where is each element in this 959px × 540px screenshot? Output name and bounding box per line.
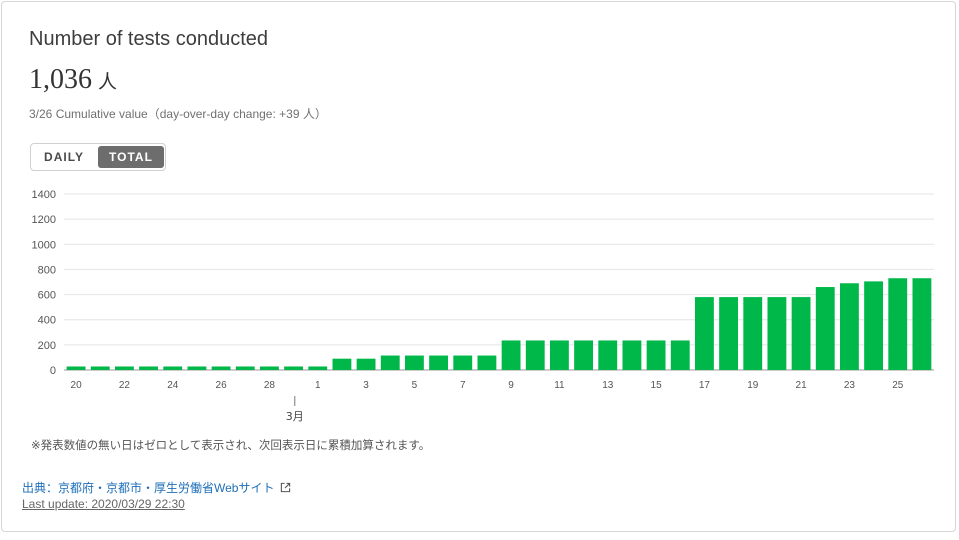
x-tick-label: 1 <box>315 380 321 391</box>
bar[interactable] <box>791 297 811 370</box>
x-tick-label: 11 <box>554 380 565 391</box>
bar[interactable] <box>211 366 231 370</box>
total-toggle-button[interactable]: TOTAL <box>98 146 164 168</box>
bar[interactable] <box>429 355 449 370</box>
bar[interactable] <box>525 340 545 370</box>
source-link-text[interactable]: 出典：京都府・京都市・厚生労働省Webサイト <box>22 481 275 495</box>
y-tick-label: 800 <box>38 264 56 276</box>
y-axis: 0 200 400 600 800 1000 1200 1400 <box>32 189 56 377</box>
x-tick-label: 9 <box>508 380 514 391</box>
bar[interactable] <box>284 366 304 370</box>
chart-card: Number of tests conducted 1,036 人 3/26 Cu… <box>1 1 956 532</box>
bar[interactable] <box>815 287 835 370</box>
cumulative-value: 1,036 人 <box>29 64 117 96</box>
daily-total-toggle: DAILY TOTAL <box>30 143 166 171</box>
bar[interactable] <box>453 355 473 370</box>
bar[interactable] <box>308 366 328 370</box>
x-tick-label: 19 <box>747 380 759 391</box>
y-tick-label: 1000 <box>32 239 56 251</box>
y-tick-label: 1400 <box>32 189 56 201</box>
bars <box>66 278 932 370</box>
x-tick-label: 20 <box>71 380 83 391</box>
bar[interactable] <box>549 340 569 370</box>
bar[interactable] <box>235 366 255 370</box>
x-tick-label: 26 <box>216 380 228 391</box>
x-tick-label: 3 <box>363 380 369 391</box>
x-tick-label: 13 <box>602 380 614 391</box>
x-tick-label: 15 <box>651 380 663 391</box>
bar[interactable] <box>501 340 521 370</box>
bar[interactable] <box>839 283 859 370</box>
y-tick-label: 400 <box>38 315 56 327</box>
last-update-link[interactable]: Last update: 2020/03/29 22:30 <box>22 497 185 511</box>
day-over-day-caption: 3/26 Cumulative value（day-over-day chang… <box>29 107 327 121</box>
y-tick-label: 600 <box>38 290 56 302</box>
x-tick-label: 7 <box>460 380 466 391</box>
x-tick-label: 21 <box>796 380 808 391</box>
bar[interactable] <box>90 366 110 370</box>
x-tick-label: 5 <box>412 380 418 391</box>
y-tick-label: 200 <box>38 340 56 352</box>
x-tick-label: 24 <box>167 380 179 391</box>
value-number: 1,036 <box>29 64 92 95</box>
x-tick-label: 22 <box>119 380 131 391</box>
bar[interactable] <box>356 358 376 370</box>
bar[interactable] <box>598 340 618 370</box>
bar[interactable] <box>767 297 787 370</box>
daily-toggle-button[interactable]: DAILY <box>44 150 84 164</box>
y-tick-label: 0 <box>50 365 56 377</box>
bar[interactable] <box>259 366 279 370</box>
bar[interactable] <box>574 340 594 370</box>
chart-title: Number of tests conducted <box>29 28 269 50</box>
x-tick-label: 28 <box>264 380 276 391</box>
bar[interactable] <box>743 297 763 370</box>
x-tick-label: 17 <box>699 380 711 391</box>
bar[interactable] <box>622 340 642 370</box>
y-tick-label: 1200 <box>32 214 56 226</box>
bar[interactable] <box>670 340 690 370</box>
bar[interactable] <box>139 366 159 370</box>
x-tick-label: 23 <box>844 380 856 391</box>
bar[interactable] <box>646 340 666 370</box>
bar[interactable] <box>163 366 183 370</box>
x-tick-label: 25 <box>892 380 904 391</box>
bar[interactable] <box>888 278 908 370</box>
source-link[interactable]: 出典：京都府・京都市・厚生労働省Webサイト <box>22 479 291 496</box>
bar[interactable] <box>66 366 86 370</box>
bar[interactable] <box>332 358 352 370</box>
value-unit: 人 <box>98 71 118 93</box>
bar[interactable] <box>719 297 739 370</box>
bar[interactable] <box>380 355 400 370</box>
bar[interactable] <box>404 355 424 370</box>
footnote: ※発表数値の無い日はゼロとして表示され、次回表示日に累積加算されます。 <box>31 440 431 452</box>
gridlines <box>64 193 934 371</box>
bar[interactable] <box>187 366 207 370</box>
bar[interactable] <box>694 297 714 370</box>
bar[interactable] <box>864 281 884 370</box>
month-label: 3月 <box>286 410 304 423</box>
bar[interactable] <box>912 278 932 370</box>
external-link-icon <box>281 482 291 493</box>
bar[interactable] <box>114 366 134 370</box>
bar[interactable] <box>477 355 497 370</box>
